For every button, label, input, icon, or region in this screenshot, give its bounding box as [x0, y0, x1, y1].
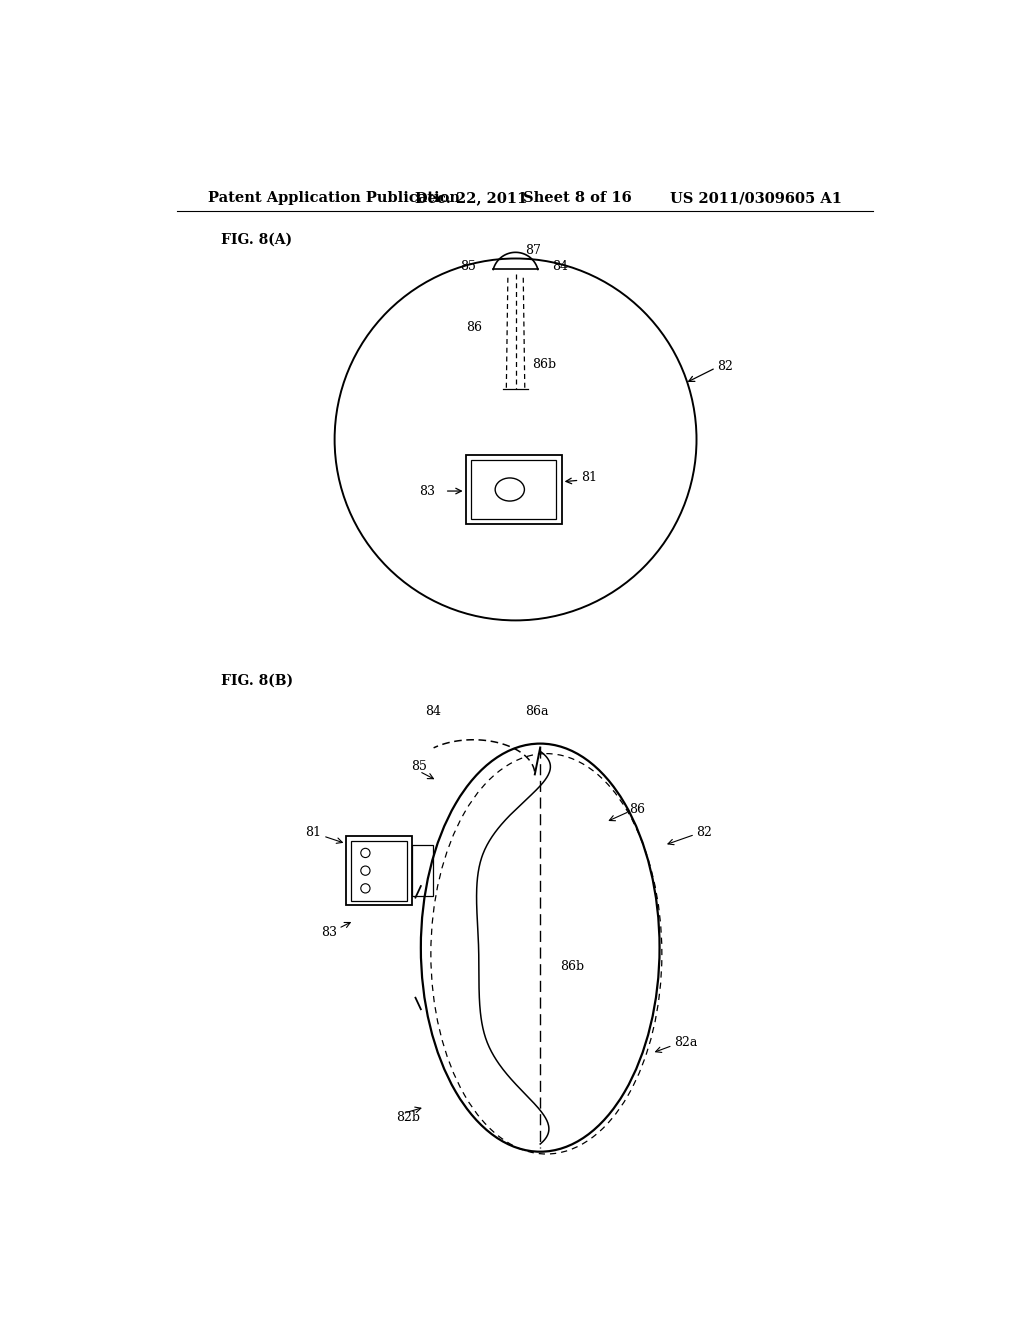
Text: Dec. 22, 2011: Dec. 22, 2011 [416, 191, 527, 206]
Text: Sheet 8 of 16: Sheet 8 of 16 [523, 191, 632, 206]
Text: 84: 84 [553, 260, 568, 273]
Text: 86b: 86b [560, 961, 585, 973]
Text: 81: 81 [581, 471, 597, 484]
Text: 86: 86 [630, 803, 645, 816]
Text: 82: 82 [717, 360, 733, 372]
Text: 82b: 82b [396, 1110, 420, 1123]
Text: 86a: 86a [525, 705, 549, 718]
Text: 87: 87 [524, 244, 541, 257]
Text: FIG. 8(B): FIG. 8(B) [221, 673, 294, 688]
Text: 85: 85 [460, 260, 475, 273]
Bar [471, 461, 556, 519]
Text: 84: 84 [425, 705, 440, 718]
Text: 82a: 82a [674, 1036, 697, 1049]
Text: 81: 81 [305, 825, 322, 838]
Bar [351, 841, 407, 900]
Text: Patent Application Publication: Patent Application Publication [208, 191, 460, 206]
Text: 86: 86 [466, 321, 481, 334]
Text: 85: 85 [412, 760, 427, 774]
Bar [412, 845, 433, 896]
Text: US 2011/0309605 A1: US 2011/0309605 A1 [670, 191, 842, 206]
Bar [466, 455, 562, 524]
Text: FIG. 8(A): FIG. 8(A) [221, 232, 293, 247]
Bar [346, 836, 412, 906]
Text: 86b: 86b [532, 358, 557, 371]
Text: 82: 82 [696, 825, 713, 838]
Text: 83: 83 [419, 484, 435, 498]
Text: 83: 83 [321, 925, 337, 939]
